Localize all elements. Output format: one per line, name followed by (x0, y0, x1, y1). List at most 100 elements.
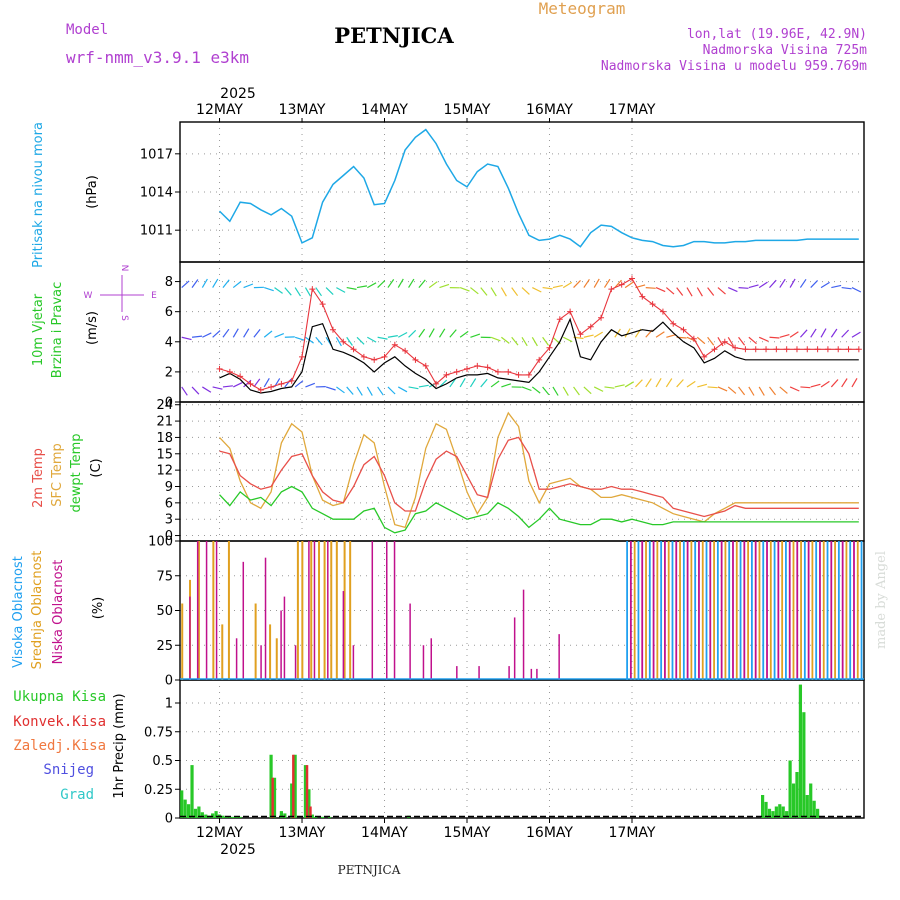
wind-arrow (304, 287, 312, 297)
wind-arrow (377, 336, 388, 340)
wind-arrow (459, 377, 466, 388)
precip-bar (204, 814, 208, 818)
wind-arrow (697, 383, 708, 388)
precip-bar (279, 811, 283, 818)
gust-marker (680, 326, 687, 333)
wind-arrow (418, 328, 426, 338)
wind-arrow (532, 287, 542, 293)
wind-arrow (768, 386, 776, 396)
wind-arrow (727, 287, 738, 293)
wind-arrow (480, 287, 488, 296)
wind-arrow (841, 329, 850, 338)
gust-marker (546, 344, 553, 351)
wind-arrow (191, 335, 203, 338)
wind-arrow (830, 379, 839, 388)
cloud-units: (%) (91, 597, 106, 620)
y-tick-label: 18 (156, 431, 173, 446)
precip-bar (290, 783, 294, 818)
wind-arrow (202, 332, 212, 338)
wind-arrow (408, 386, 419, 390)
precip-bar (235, 816, 239, 818)
wind-arrow (428, 328, 435, 338)
gust-marker (742, 346, 749, 353)
gust-marker (422, 362, 429, 369)
gust-marker (587, 323, 594, 330)
y-tick-label: 0.75 (144, 725, 173, 740)
precip-bar (238, 816, 242, 818)
wind-arrow (604, 386, 615, 389)
wind-arrow (717, 336, 724, 347)
precip-bar (186, 804, 191, 818)
y-tick-label: 25 (156, 639, 173, 654)
wind-arrow (500, 287, 507, 297)
wind-arrow (490, 380, 500, 388)
wind-arrow (717, 287, 726, 295)
gust-marker (649, 301, 656, 308)
wind-arrow (212, 386, 223, 390)
wind-arrow (696, 336, 706, 345)
gust-marker (536, 356, 543, 363)
gust-marker (793, 346, 800, 353)
wind-arrow (748, 284, 759, 289)
gust-marker (628, 275, 635, 282)
page-title: PETNJICA (334, 23, 454, 48)
compass-w: W (84, 291, 93, 301)
precip-conv-label: Konvek.Kisa (13, 714, 106, 730)
wind-arrow (387, 386, 396, 395)
wind-arrow (758, 336, 769, 342)
wind-arrow (212, 330, 221, 338)
wind-arrow (645, 378, 652, 388)
wind-arrow (387, 279, 395, 288)
wind-arrow (624, 281, 634, 289)
y-tick-label: 24 (156, 398, 173, 413)
wind-units: (m/s) (85, 311, 100, 345)
wind-arrow (665, 287, 675, 295)
precip-bar (303, 765, 308, 818)
gust-marker (474, 362, 481, 369)
wind-arrow (356, 285, 368, 289)
wind-arrow (583, 334, 594, 338)
precip-bar (812, 800, 816, 818)
gust-marker (216, 365, 223, 372)
wind-arrow (377, 386, 384, 396)
gust-marker (855, 346, 862, 353)
precip-bar (771, 811, 775, 818)
gust-marker (639, 293, 646, 300)
gust-marker (577, 331, 584, 338)
wind-arrow (593, 278, 600, 288)
gust-marker (721, 338, 728, 345)
wind-arrow (593, 386, 604, 392)
y-tick-label: 0 (165, 812, 173, 827)
subtitle: Meteogram (539, 0, 626, 18)
wind-arrow (346, 336, 353, 346)
pressure-line (218, 128, 859, 248)
wind-arrow (490, 287, 497, 297)
wind-arrow (810, 328, 817, 338)
precip-bar (314, 816, 318, 818)
precip-bar (231, 816, 235, 818)
wind-arrow (438, 328, 446, 338)
wind-arrow (222, 279, 230, 288)
precip-bar (224, 816, 229, 818)
wind-arrow (366, 386, 373, 396)
precip-bar (221, 815, 225, 818)
precip-bar (761, 795, 765, 818)
gust-marker (360, 353, 367, 360)
day-label-bottom: 15MAY (444, 825, 491, 841)
wind-arrow (562, 281, 573, 289)
wind-arrow (459, 287, 470, 292)
gust-marker (309, 286, 316, 293)
footer-station: PETNJICA (338, 863, 401, 877)
credit-watermark: made by Angel (874, 551, 889, 649)
wind-arrow (634, 379, 643, 388)
y-tick-label: 75 (156, 569, 173, 584)
wind-arrow (738, 386, 746, 396)
precip-hail-label: Grad (60, 787, 94, 803)
wind-arrow (666, 334, 677, 338)
wind-arrow (593, 331, 604, 338)
wind-arrow (799, 278, 807, 288)
wind-arrow (717, 386, 728, 392)
temp-ylabel: 2m Temp (31, 448, 46, 508)
precip-bar (214, 811, 218, 818)
y-tick-label: 1011 (140, 224, 173, 239)
